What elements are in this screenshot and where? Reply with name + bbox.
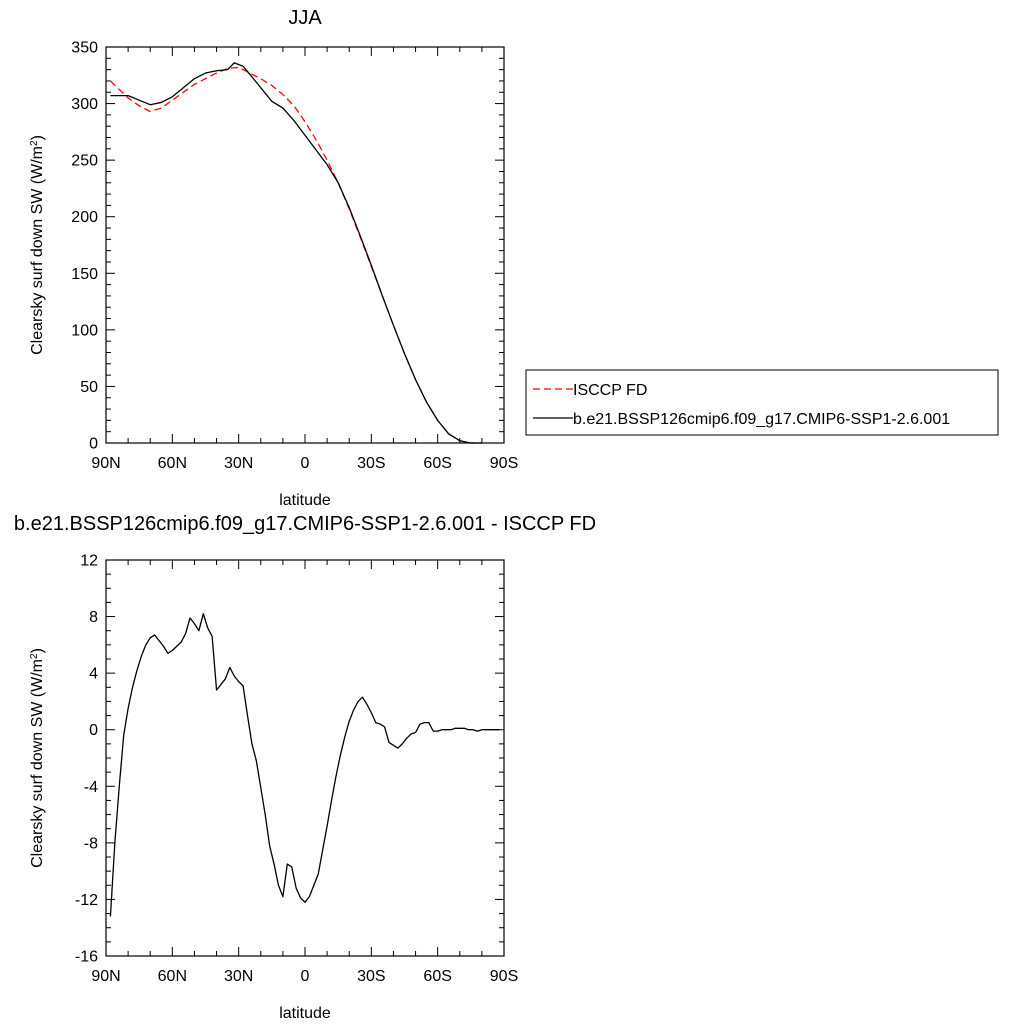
top-y-tick-label: 300 [71, 96, 98, 113]
top-y-tick-label: 50 [80, 379, 98, 396]
top-chart-title: JJA [288, 7, 322, 29]
bottom-y-tick-label: -4 [84, 779, 98, 796]
top-x-tick-label: 60N [158, 455, 187, 472]
bottom-y-tick-label: -8 [84, 835, 98, 852]
top-x-tick-label: 0 [301, 455, 310, 472]
bottom-chart-frame [105, 559, 505, 957]
legend-box [525, 369, 999, 436]
top-x-tick-label: 30S [357, 455, 385, 472]
top-y-tick-label: 350 [71, 40, 98, 57]
top-chart-panel: JJA 90N 60N 30N 0 30S 60S 90S 0 50 100 150 200 250 30… [29, 7, 999, 509]
top-x-tick-label: 90S [490, 455, 518, 472]
top-chart-ticks [105, 46, 505, 444]
bottom-y-tick-label: 0 [89, 722, 98, 739]
legend: ISCCP FD b.e21.BSSP126cmip6.f09_g17.CMIP… [525, 369, 999, 436]
bottom-x-tick-label: 60S [423, 968, 451, 985]
bottom-x-tick-label: 90N [91, 968, 120, 985]
legend-label-isccp: ISCCP FD [573, 382, 647, 399]
bottom-x-tick-label: 90S [490, 968, 518, 985]
bottom-y-tick-label: -12 [75, 892, 98, 909]
bottom-chart-ticks [105, 559, 505, 957]
top-chart-ylabel: Clearsky surf down SW (W/m2) [29, 135, 47, 355]
top-chart-tick-labels: 90N 60N 30N 0 30S 60S 90S 0 50 100 150 200 250 300 350 [71, 40, 518, 473]
top-x-tick-label: 90N [91, 455, 120, 472]
top-chart-series [109, 62, 482, 444]
top-x-tick-label: 60S [423, 455, 451, 472]
bottom-chart-xlabel: latitude [279, 1005, 331, 1022]
bottom-chart-ylabel: Clearsky surf down SW (W/m2) [29, 648, 47, 868]
bottom-chart-tick-labels: 90N 60N 30N 0 30S 60S 90S -16 -12 -8 -4 0 4 8 12 [75, 553, 518, 986]
bottom-x-tick-label: 0 [301, 968, 310, 985]
top-y-tick-label: 250 [71, 153, 98, 170]
top-chart-xlabel: latitude [279, 492, 331, 509]
bottom-y-tick-label: -16 [75, 949, 98, 966]
bottom-y-tick-label: 4 [89, 666, 98, 683]
top-series-line-1 [110, 62, 482, 444]
top-x-tick-label: 30N [224, 455, 253, 472]
top-y-tick-label: 150 [71, 266, 98, 283]
top-y-tick-label: 100 [71, 322, 98, 339]
bottom-chart-series [109, 613, 500, 917]
bottom-chart-title: b.e21.BSSP126cmip6.f09_g17.CMIP6-SSP1-2.… [14, 513, 596, 535]
bottom-x-tick-label: 30S [357, 968, 385, 985]
bottom-y-tick-label: 12 [80, 553, 98, 570]
bottom-x-tick-label: 30N [224, 968, 253, 985]
bottom-series-line-0 [109, 613, 500, 917]
legend-label-model: b.e21.BSSP126cmip6.f09_g17.CMIP6-SSP1-2.… [573, 411, 950, 428]
bottom-x-tick-label: 60N [158, 968, 187, 985]
bottom-chart-panel: b.e21.BSSP126cmip6.f09_g17.CMIP6-SSP1-2.… [14, 513, 596, 1022]
top-y-tick-label: 200 [71, 209, 98, 226]
top-y-tick-label: 0 [89, 436, 98, 453]
top-chart-frame [105, 46, 505, 444]
bottom-y-tick-label: 8 [89, 609, 98, 626]
